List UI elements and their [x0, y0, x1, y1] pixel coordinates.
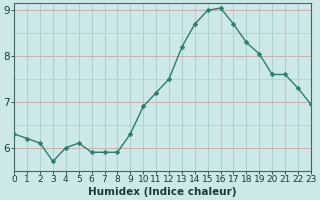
X-axis label: Humidex (Indice chaleur): Humidex (Indice chaleur)	[88, 187, 237, 197]
